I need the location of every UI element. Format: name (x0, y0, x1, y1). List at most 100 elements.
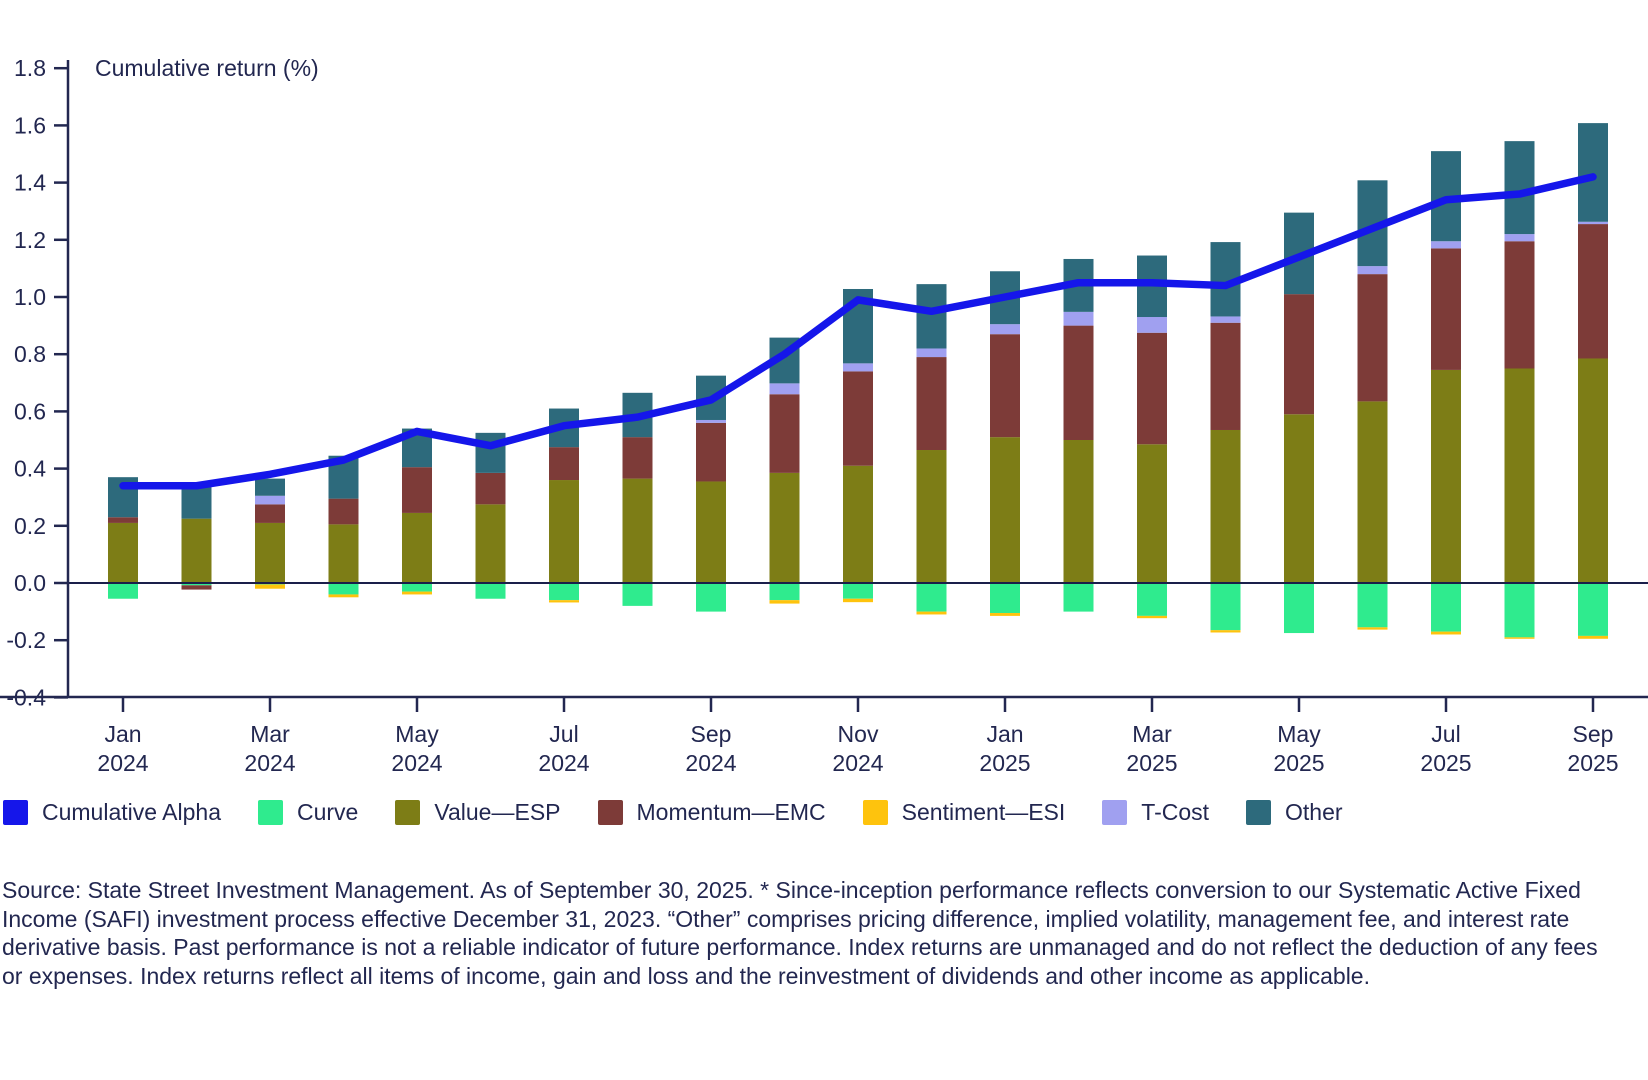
bar-segment-curve (843, 583, 873, 599)
x-tick-label-month: Jan (104, 721, 141, 747)
legend-label-tcost: T-Cost (1141, 799, 1210, 825)
bar-segment-tcost (1504, 234, 1535, 242)
bar-segment-sentiment (402, 591, 432, 595)
y-tick-label: 1.2 (14, 227, 46, 253)
x-tick-label-year: 2025 (1567, 750, 1618, 776)
x-tick-label-year: 2025 (1420, 750, 1471, 776)
bar-segment-curve (1431, 583, 1461, 632)
bar-segment-value (1284, 414, 1314, 583)
chart-area: 1.8 1.6 1.4 1.2 1.0 0.8 0.6 0.4 0.2 0.0 -0.2 -0.4 Ja… (0, 55, 1648, 776)
bar-segment-momentum (255, 504, 285, 523)
x-tick-label-year: 2024 (244, 750, 295, 776)
legend-swatch-momentum (597, 800, 623, 825)
bar-segment-momentum (1431, 248, 1461, 370)
bar-segment-sentiment (769, 600, 800, 604)
x-tick-label-month: Jul (549, 721, 578, 747)
legend-label-cumulative_alpha: Cumulative Alpha (42, 799, 221, 825)
y-tick-label: 0.0 (14, 570, 46, 596)
x-tick-label-year: 2025 (979, 750, 1030, 776)
bar-segment-momentum (1504, 241, 1535, 369)
bar-segment-curve (1357, 583, 1388, 628)
bar-segment-sentiment (1578, 635, 1608, 639)
bar-segment-value (1210, 429, 1241, 583)
bar-segment-curve (622, 583, 653, 606)
y-tick-label: 1.8 (14, 55, 46, 81)
legend-swatch-tcost (1102, 800, 1128, 825)
bar-segment-value (843, 465, 873, 583)
legend-label-curve: Curve (297, 799, 359, 825)
x-tick-label-month: Mar (250, 721, 290, 747)
y-tick-label: -0.4 (6, 684, 46, 710)
y-tick-label: 1.4 (14, 170, 46, 196)
bar-segment-tcost (696, 419, 726, 423)
bar-segment-sentiment (1357, 627, 1388, 630)
bar-segment-curve (1284, 583, 1314, 634)
y-tick-label: 1.6 (14, 112, 46, 138)
legend-swatch-cumulative_alpha (3, 800, 28, 825)
bar-segment-value (475, 504, 506, 583)
bar-segment-curve (916, 583, 947, 612)
bar-segment-curve (475, 583, 506, 599)
legend-label-momentum: Momentum—EMC (636, 799, 826, 825)
bar-segment-value (402, 512, 432, 583)
x-tick-label-year: 2024 (391, 750, 442, 776)
bar-segment-tcost (916, 348, 947, 358)
x-tick-label-month: Jul (1431, 721, 1460, 747)
bar-segment-curve (549, 583, 579, 601)
bar-segment-momentum (1063, 325, 1094, 440)
x-tick-label-month: Nov (838, 721, 879, 747)
bar-segment-value (1063, 440, 1094, 583)
bar-segment-curve (1504, 583, 1535, 638)
bar-segment-tcost (1137, 317, 1167, 333)
bar-segment-value (696, 481, 726, 583)
legend-item-tcost: T-Cost (1102, 800, 1209, 825)
bar-segment-tcost (1357, 266, 1388, 275)
bars-group (108, 123, 1608, 639)
x-tick-label-year: 2024 (832, 750, 883, 776)
y-tick-label: 0.2 (14, 513, 46, 539)
y-tick-label: -0.2 (6, 627, 46, 653)
bar-segment-value (916, 450, 947, 583)
bar-segment-curve (108, 583, 138, 599)
x-tick-label-month: Sep (1573, 721, 1614, 747)
bar-segment-momentum (843, 371, 873, 466)
bar-segment-momentum (990, 334, 1020, 438)
source-footnote: Source: State Street Investment Manageme… (2, 877, 1598, 989)
x-tick-label-year: 2024 (97, 750, 148, 776)
bar-segment-value (549, 480, 579, 583)
bar-segment-momentum (181, 585, 212, 590)
x-tick-label-month: Sep (691, 721, 732, 747)
x-tick-label-year: 2025 (1273, 750, 1324, 776)
bar-segment-momentum (1284, 294, 1314, 415)
bar-segment-tcost (255, 495, 285, 505)
bar-segment-tcost (843, 363, 873, 372)
bar-segment-sentiment (990, 613, 1020, 616)
bar-segment-value (1137, 444, 1167, 583)
x-tick-label-month: Mar (1132, 721, 1172, 747)
cumulative-alpha-line (119, 173, 1597, 490)
x-tick-label-year: 2025 (1126, 750, 1177, 776)
bar-segment-curve (1210, 583, 1241, 631)
legend-swatch-value (395, 800, 421, 825)
bar-segment-curve (990, 583, 1020, 614)
bar-segment-value (181, 518, 212, 583)
bar-segment-curve (696, 583, 726, 612)
bar-segment-momentum (696, 422, 726, 482)
legend-label-other: Other (1285, 799, 1343, 825)
bar-segment-value (769, 472, 800, 583)
bar-segment-sentiment (1431, 631, 1461, 635)
bar-segment-value (1431, 369, 1461, 583)
bar-segment-curve (1063, 583, 1094, 612)
legend-label-sentiment: Sentiment—ESI (901, 799, 1066, 825)
bar-segment-momentum (108, 517, 138, 523)
bar-segment-momentum (475, 472, 506, 505)
y-tick-label: 1.0 (14, 284, 46, 310)
x-tick-label-month: May (1277, 721, 1321, 747)
bar-segment-momentum (1578, 224, 1608, 359)
legend-item-momentum: Momentum—EMC (597, 799, 826, 825)
bar-segment-tcost (1578, 221, 1608, 225)
legend-item-other: Other (1246, 800, 1343, 825)
bar-segment-value (1578, 358, 1608, 583)
bar-segment-other (1504, 141, 1535, 235)
